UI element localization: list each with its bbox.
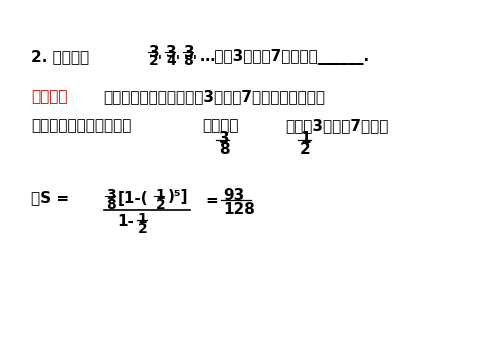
Text: 3: 3 (167, 45, 177, 60)
Text: 8: 8 (219, 142, 229, 157)
Text: 2': 2' (148, 54, 163, 68)
Text: 128: 128 (223, 202, 255, 217)
Text: 2: 2 (156, 198, 165, 212)
Text: 8: 8 (106, 198, 116, 212)
Text: 2: 2 (138, 222, 147, 236)
Text: 93: 93 (223, 188, 244, 203)
Text: 3: 3 (184, 45, 195, 60)
Text: ，从第3项到第7项的和: ，从第3项到第7项的和 (286, 118, 389, 134)
Text: …从第3项到第7项的和为______.: …从第3项到第7项的和为______. (200, 49, 371, 65)
Text: 为S =: 为S = (31, 190, 69, 205)
Text: 列，新等比数列的首项为: 列，新等比数列的首项为 (31, 118, 132, 134)
Text: 2. 等比数列: 2. 等比数列 (31, 49, 89, 64)
Text: 方法一：此等比数列的第3项到第7项仍然构成等比数: 方法一：此等比数列的第3项到第7项仍然构成等比数 (103, 89, 325, 104)
Text: 【解析】: 【解析】 (31, 89, 68, 104)
Text: 1: 1 (156, 188, 165, 202)
Text: 8': 8' (183, 54, 197, 68)
Text: 4': 4' (167, 54, 180, 68)
Text: 2: 2 (300, 142, 311, 157)
Text: 1-: 1- (118, 214, 134, 229)
Text: [1-(: [1-( (118, 191, 148, 206)
Text: 1: 1 (300, 131, 311, 147)
Text: 1: 1 (138, 212, 147, 226)
Text: 3: 3 (219, 131, 229, 147)
Text: 3: 3 (106, 188, 115, 202)
Text: ，公比为: ，公比为 (202, 118, 239, 134)
Text: )⁵]: )⁵] (168, 189, 188, 204)
Text: 3: 3 (148, 45, 159, 60)
Text: =: = (205, 193, 218, 208)
